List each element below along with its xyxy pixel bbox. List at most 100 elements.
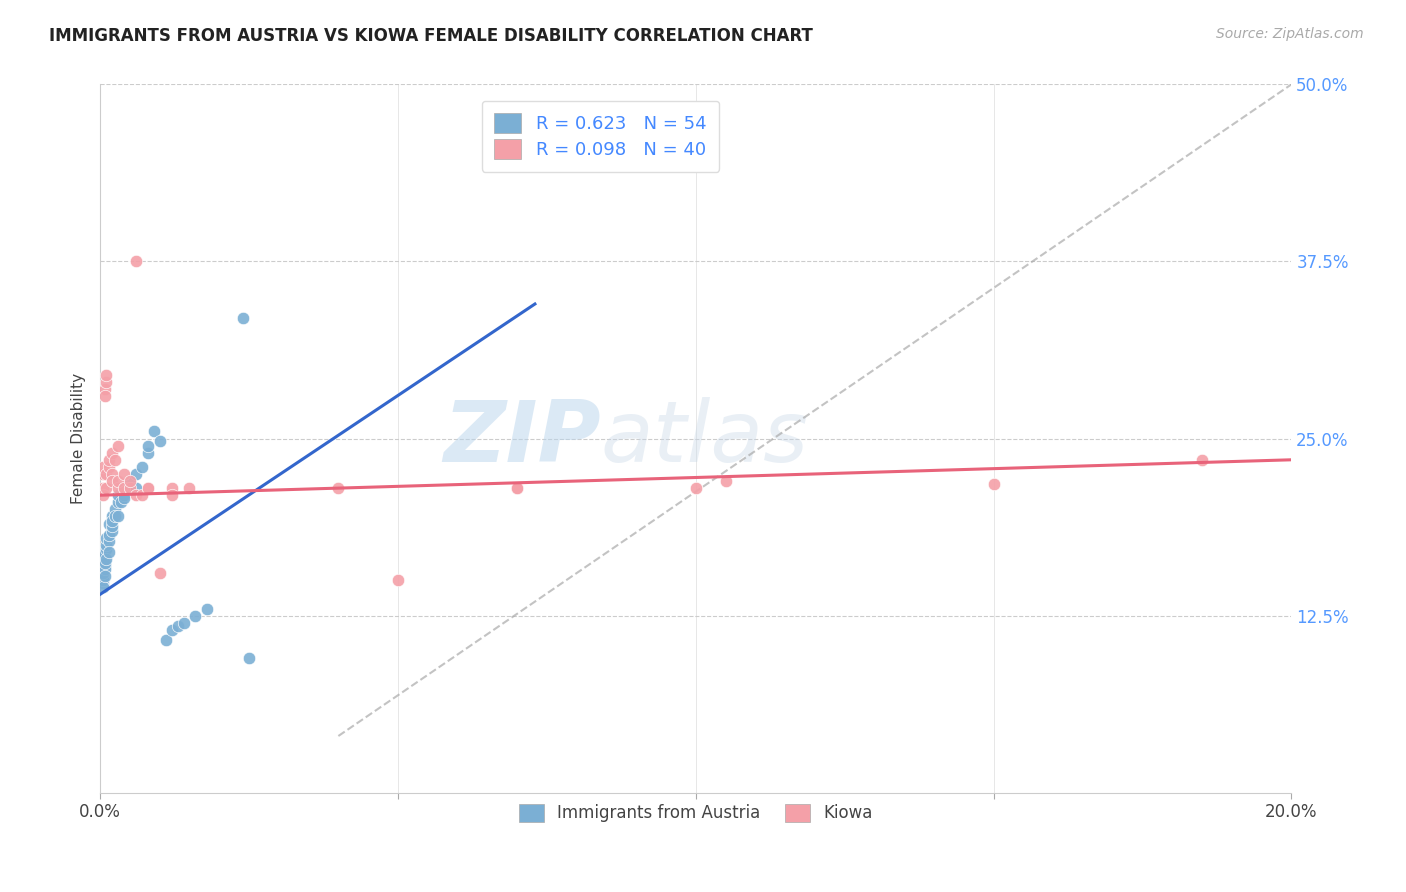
Point	[160, 481, 183, 495]
Point	[94, 531, 117, 545]
Point	[118, 474, 141, 488]
Point	[98, 452, 121, 467]
Point	[94, 552, 117, 566]
Point	[104, 452, 127, 467]
Point	[91, 562, 114, 576]
Point	[101, 524, 124, 538]
Point	[91, 566, 114, 580]
Point	[107, 495, 129, 509]
Point	[91, 570, 114, 584]
Point	[104, 509, 127, 524]
Point	[94, 375, 117, 389]
Point	[136, 446, 159, 460]
Point	[136, 439, 159, 453]
Point	[91, 467, 114, 481]
Point	[91, 573, 114, 587]
Point	[98, 459, 121, 474]
Point	[94, 559, 117, 574]
Point	[714, 474, 737, 488]
Point	[149, 434, 172, 449]
Point	[91, 555, 114, 569]
Point	[142, 425, 165, 439]
Point	[98, 528, 121, 542]
Point	[91, 459, 114, 474]
Point	[506, 481, 529, 495]
Point	[131, 488, 153, 502]
Point	[166, 618, 188, 632]
Point	[125, 467, 148, 481]
Point	[506, 481, 529, 495]
Point	[107, 509, 129, 524]
Point	[328, 481, 350, 495]
Point	[195, 601, 218, 615]
Point	[155, 632, 177, 647]
Point	[160, 488, 183, 502]
Point	[685, 481, 707, 495]
Point	[94, 538, 117, 552]
Point	[94, 389, 117, 403]
Point	[136, 481, 159, 495]
Point	[112, 491, 135, 505]
Point	[112, 481, 135, 495]
Point	[94, 382, 117, 396]
Point	[118, 481, 141, 495]
Point	[98, 533, 121, 548]
Point	[983, 476, 1005, 491]
Point	[107, 474, 129, 488]
Point	[179, 481, 201, 495]
Point	[91, 481, 114, 495]
Point	[91, 580, 114, 594]
Point	[101, 467, 124, 481]
Point	[387, 573, 409, 587]
Point	[131, 459, 153, 474]
Point	[91, 488, 114, 502]
Point	[98, 516, 121, 531]
Legend: Immigrants from Austria, Kiowa: Immigrants from Austria, Kiowa	[508, 792, 884, 834]
Point	[1191, 452, 1213, 467]
Point	[112, 488, 135, 502]
Point	[101, 446, 124, 460]
Point	[101, 474, 124, 488]
Point	[107, 439, 129, 453]
Point	[125, 488, 148, 502]
Point	[112, 481, 135, 495]
Point	[94, 569, 117, 583]
Point	[94, 481, 117, 495]
Point	[98, 545, 121, 559]
Point	[107, 481, 129, 495]
Point	[101, 514, 124, 528]
Point	[94, 556, 117, 570]
Text: ZIP: ZIP	[443, 397, 600, 480]
Point	[91, 559, 114, 574]
Point	[101, 509, 124, 524]
Text: atlas: atlas	[600, 397, 808, 480]
Point	[91, 566, 114, 580]
Text: IMMIGRANTS FROM AUSTRIA VS KIOWA FEMALE DISABILITY CORRELATION CHART: IMMIGRANTS FROM AUSTRIA VS KIOWA FEMALE …	[49, 27, 813, 45]
Text: Source: ZipAtlas.com: Source: ZipAtlas.com	[1216, 27, 1364, 41]
Point	[160, 623, 183, 637]
Point	[91, 556, 114, 570]
Point	[112, 467, 135, 481]
Point	[173, 615, 195, 630]
Point	[91, 576, 114, 591]
Point	[91, 548, 114, 562]
Point	[107, 488, 129, 502]
Point	[125, 254, 148, 268]
Point	[91, 552, 114, 566]
Point	[94, 467, 117, 481]
Point	[104, 502, 127, 516]
Y-axis label: Female Disability: Female Disability	[72, 373, 86, 504]
Point	[94, 542, 117, 557]
Point	[118, 474, 141, 488]
Point	[149, 566, 172, 580]
Point	[238, 651, 260, 665]
Point	[125, 481, 148, 495]
Point	[110, 495, 132, 509]
Point	[136, 481, 159, 495]
Point	[118, 481, 141, 495]
Point	[94, 368, 117, 382]
Point	[101, 519, 124, 533]
Point	[232, 311, 254, 326]
Point	[184, 608, 207, 623]
Point	[94, 562, 117, 576]
